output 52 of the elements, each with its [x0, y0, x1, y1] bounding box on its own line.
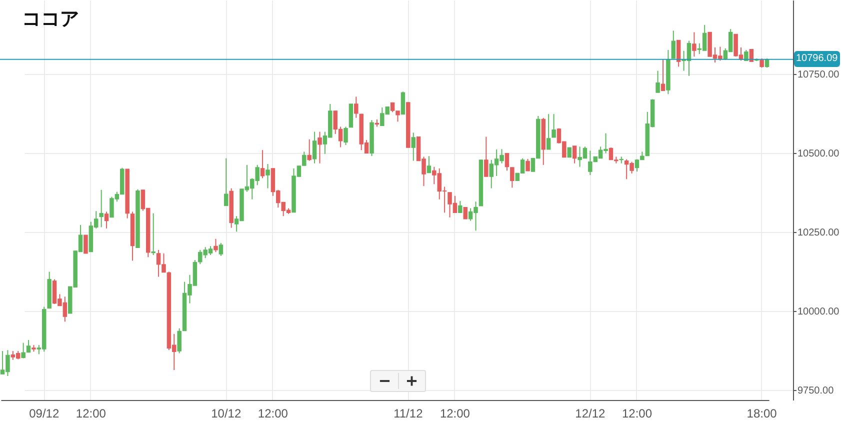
y-tick-label: 10250.00 — [798, 227, 840, 238]
candlestick — [214, 238, 218, 253]
candlestick — [26, 339, 31, 354]
candlestick — [567, 147, 572, 158]
candlestick — [151, 212, 156, 256]
candlestick — [224, 158, 228, 206]
candlestick — [266, 163, 270, 189]
candlestick — [458, 200, 462, 214]
candlestick — [411, 132, 416, 162]
x-tick-label: 12/12 — [575, 406, 606, 420]
candlestick — [572, 145, 577, 164]
candlestick — [676, 40, 681, 68]
candlestick — [671, 30, 676, 59]
candlestick — [552, 114, 556, 138]
candlestick — [546, 114, 551, 150]
y-tick-label: 10750.00 — [798, 69, 840, 80]
candlestick — [99, 189, 104, 228]
x-tick-label: 11/12 — [394, 406, 424, 420]
x-tick-label: 10/12 — [211, 406, 242, 420]
candlestick — [526, 158, 530, 172]
x-tick-label: 12:00 — [440, 406, 470, 420]
x-tick-label: 18:00 — [746, 406, 778, 420]
y-tick-label: 10500.00 — [798, 148, 840, 160]
candlestick — [660, 58, 666, 92]
x-tick-label: 12:00 — [76, 406, 106, 420]
candlestick — [318, 131, 322, 164]
candlestick — [177, 328, 182, 354]
candlestick — [104, 211, 109, 229]
candlestick — [760, 58, 764, 68]
candlestick — [218, 242, 224, 256]
y-tick-label: 10000.00 — [798, 306, 840, 318]
x-tick-label: 09/12 — [29, 406, 60, 420]
candlestick — [260, 150, 265, 179]
candlestick — [400, 91, 406, 115]
ref-line-label: 10796.09 — [794, 51, 840, 68]
candlestick — [344, 126, 348, 146]
candlestick — [510, 166, 514, 188]
candlestick — [312, 131, 317, 164]
x-tick-label: 12:00 — [622, 406, 652, 420]
candlestick — [426, 156, 432, 174]
candlestick — [348, 104, 354, 128]
candlestick — [84, 234, 88, 254]
candlestick — [463, 206, 468, 220]
x-tick-label: 12:00 — [258, 406, 288, 420]
candlestick — [21, 342, 26, 359]
candlestick — [656, 70, 660, 94]
y-tick-label: 9750.00 — [798, 385, 834, 396]
chart-title: ココア — [22, 8, 79, 30]
candlestick — [307, 138, 312, 162]
candlestick — [504, 152, 510, 172]
candlestick — [484, 136, 488, 178]
candlestick — [692, 32, 696, 58]
